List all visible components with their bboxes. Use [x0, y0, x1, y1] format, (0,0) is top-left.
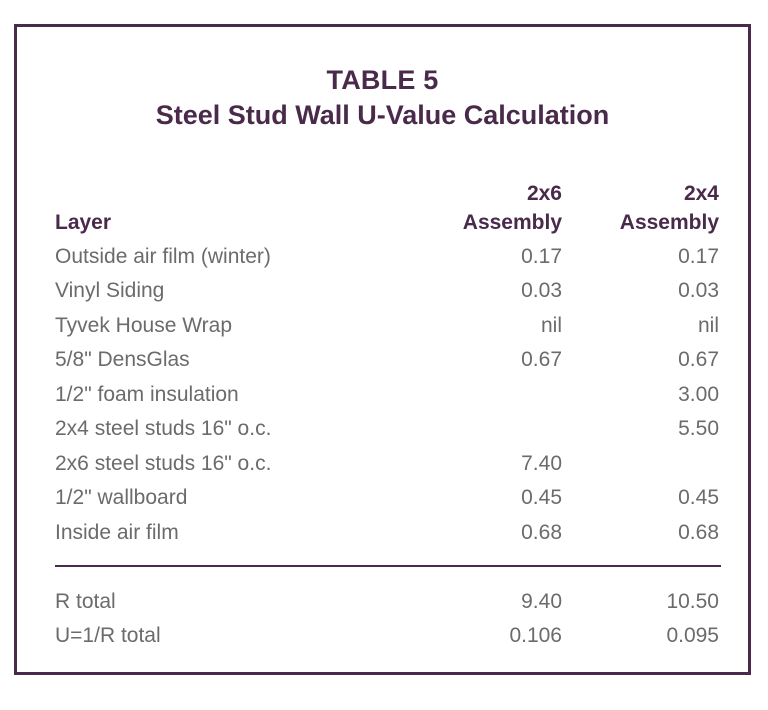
table-title: TABLE 5 — [326, 65, 439, 95]
column-header-2x4-line1: 2x4 — [683, 182, 719, 205]
row-value-2x6: 0.03 — [521, 279, 562, 302]
column-header-2x6: 2x6 Assembly — [397, 179, 562, 237]
totals-row-u-value: U=1/R total 0.106 0.095 — [17, 619, 748, 653]
row-label: Vinyl Siding — [55, 279, 165, 302]
row-label: U=1/R total — [55, 624, 161, 647]
column-header-layer: Layer — [55, 211, 112, 234]
row-label: 1/2" wallboard — [55, 486, 188, 509]
row-value-2x4: 0.45 — [678, 486, 719, 509]
table-row: Tyvek House Wrap nil nil — [17, 309, 748, 343]
row-label: 2x4 steel studs 16" o.c. — [55, 417, 272, 440]
table-row: 1/2" wallboard 0.45 0.45 — [17, 481, 748, 515]
row-label: 5/8" DensGlas — [55, 348, 190, 371]
table-row: 5/8" DensGlas 0.67 0.67 — [17, 343, 748, 377]
row-value-2x4: 0.095 — [666, 624, 719, 647]
row-value-2x4: 0.68 — [678, 521, 719, 544]
row-label: Inside air film — [55, 521, 179, 544]
totals-row-r-total: R total 9.40 10.50 — [17, 585, 748, 619]
row-label: Outside air film (winter) — [55, 245, 271, 268]
row-value-2x4: 0.03 — [678, 279, 719, 302]
row-value-2x4: 0.67 — [678, 348, 719, 371]
table-row: Vinyl Siding 0.03 0.03 — [17, 274, 748, 308]
row-value-2x4: 0.17 — [678, 245, 719, 268]
column-header-2x6-line2: Assembly — [462, 211, 562, 234]
row-value-2x6: 0.106 — [509, 624, 562, 647]
row-label: 1/2" foam insulation — [55, 383, 239, 406]
table-subtitle: Steel Stud Wall U-Value Calculation — [155, 100, 610, 130]
table-row: 2x6 steel studs 16" o.c. 7.40 — [17, 447, 748, 481]
row-value-2x6: 9.40 — [521, 590, 562, 613]
row-value-2x4: 5.50 — [678, 417, 719, 440]
row-value-2x4: 3.00 — [678, 383, 719, 406]
row-value-2x6: 0.68 — [521, 521, 562, 544]
totals-divider — [55, 565, 721, 567]
row-value-2x6: 0.17 — [521, 245, 562, 268]
row-label: R total — [55, 590, 116, 613]
row-value-2x4: nil — [697, 314, 719, 337]
row-value-2x6: nil — [540, 314, 562, 337]
row-label: Tyvek House Wrap — [55, 314, 233, 337]
row-value-2x4: 10.50 — [666, 590, 719, 613]
column-header-2x4: 2x4 Assembly — [557, 179, 719, 237]
row-value-2x6: 0.67 — [521, 348, 562, 371]
column-header-2x6-line1: 2x6 — [526, 182, 562, 205]
column-header-2x4-line2: Assembly — [619, 211, 719, 234]
row-value-2x6: 7.40 — [521, 452, 562, 475]
table-row: Outside air film (winter) 0.17 0.17 — [17, 240, 748, 274]
row-label: 2x6 steel studs 16" o.c. — [55, 452, 272, 475]
table-frame: TABLE 5 Steel Stud Wall U-Value Calculat… — [14, 24, 751, 675]
row-value-2x6: 0.45 — [521, 486, 562, 509]
table-row: 1/2" foam insulation 3.00 — [17, 378, 748, 412]
table-row: Inside air film 0.68 0.68 — [17, 516, 748, 550]
table-row: 2x4 steel studs 16" o.c. 5.50 — [17, 412, 748, 446]
